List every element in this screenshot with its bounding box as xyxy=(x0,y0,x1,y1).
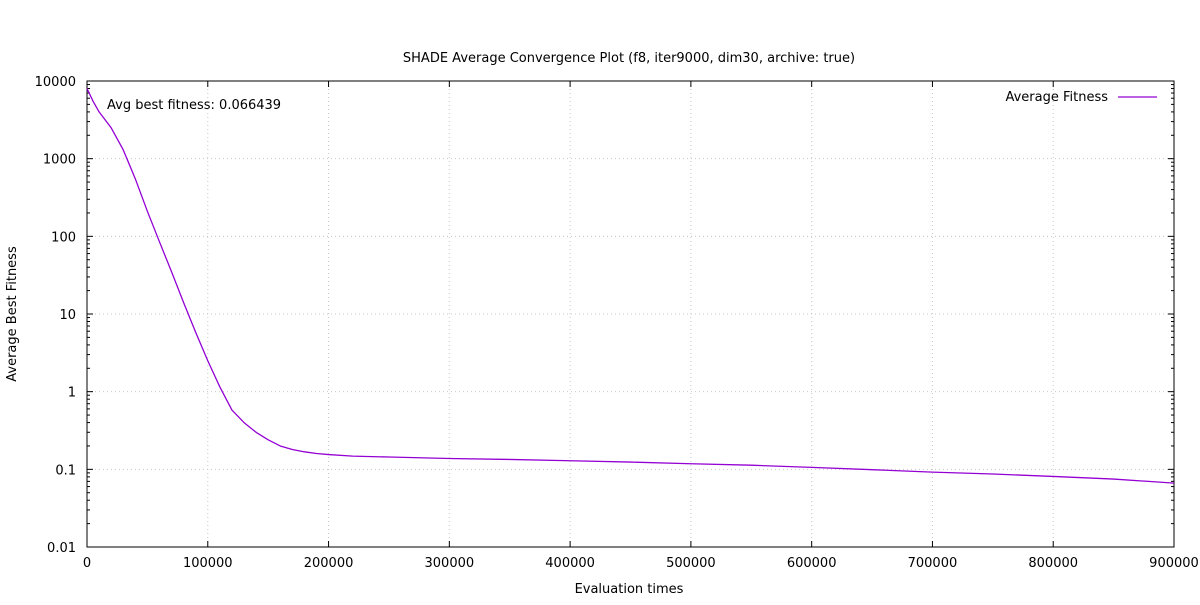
x-axis-label: Evaluation times xyxy=(575,582,684,597)
y-tick-label: 10 xyxy=(59,308,76,323)
x-tick-label: 200000 xyxy=(304,556,354,571)
x-tick-label: 300000 xyxy=(425,556,475,571)
y-tick-label: 10000 xyxy=(35,75,76,90)
x-tick-label: 800000 xyxy=(1028,556,1078,571)
x-tick-label: 900000 xyxy=(1149,556,1199,571)
x-tick-label: 500000 xyxy=(666,556,716,571)
x-tick-label: 700000 xyxy=(908,556,958,571)
x-tick-label: 400000 xyxy=(545,556,595,571)
chart-title: SHADE Average Convergence Plot (f8, iter… xyxy=(403,51,855,66)
legend-label: Average Fitness xyxy=(1005,90,1108,105)
y-tick-label: 100 xyxy=(51,230,76,245)
grid-lines xyxy=(87,81,1174,547)
x-tick-label: 0 xyxy=(83,556,91,571)
y-axis-label: Average Best Fitness xyxy=(5,246,20,382)
plot-frame xyxy=(86,80,1175,548)
x-tick-label: 100000 xyxy=(183,556,233,571)
legend: Average Fitness xyxy=(1005,90,1157,105)
y-tick-label: 1000 xyxy=(43,153,76,168)
y-tick-label: 1 xyxy=(68,386,76,401)
x-tick-label: 600000 xyxy=(787,556,837,571)
series-layer xyxy=(86,88,1175,484)
avg-best-fitness-annotation: Avg best fitness: 0.066439 xyxy=(107,98,281,113)
axis-ticks: 0 100000 200000 300000 400000 500000 600000 700… xyxy=(35,75,1199,571)
series-line-average-fitness xyxy=(86,88,1175,484)
y-tick-label: 0.1 xyxy=(55,463,76,478)
y-tick-label: 0.01 xyxy=(47,541,76,556)
